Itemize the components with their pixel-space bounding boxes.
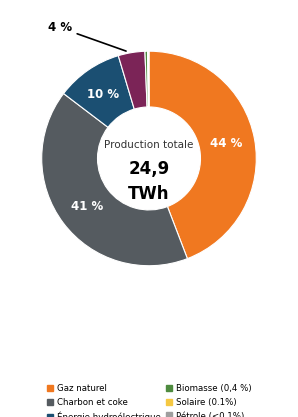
- Text: 41 %: 41 %: [71, 200, 103, 213]
- Text: 4 %: 4 %: [48, 21, 126, 51]
- Wedge shape: [63, 55, 134, 127]
- Legend: Gaz naturel, Charbon et coke, Énergie hydroélectrique, Éolien, Biomasse (0,4 %),: Gaz naturel, Charbon et coke, Énergie hy…: [47, 384, 251, 417]
- Text: 10 %: 10 %: [87, 88, 119, 101]
- Text: 24,9: 24,9: [128, 160, 170, 178]
- Text: 44 %: 44 %: [210, 137, 243, 150]
- Wedge shape: [148, 51, 149, 107]
- Wedge shape: [42, 93, 187, 266]
- Wedge shape: [118, 51, 147, 109]
- Wedge shape: [149, 51, 256, 259]
- Wedge shape: [148, 51, 149, 107]
- Text: Production totale: Production totale: [104, 140, 194, 150]
- Text: TWh: TWh: [128, 185, 170, 203]
- Wedge shape: [145, 51, 148, 107]
